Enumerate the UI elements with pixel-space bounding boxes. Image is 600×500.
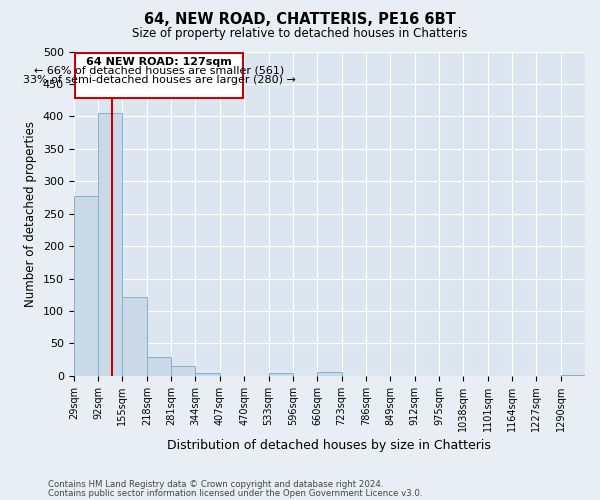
Bar	[75, 53, 244, 98]
Bar	[122, 296, 147, 376]
Text: 33% of semi-detached houses are larger (280) →: 33% of semi-detached houses are larger (…	[23, 75, 296, 85]
Text: Size of property relative to detached houses in Chatteris: Size of property relative to detached ho…	[133, 28, 467, 40]
Bar	[171, 366, 196, 376]
Bar	[74, 196, 98, 376]
Text: 64, NEW ROAD, CHATTERIS, PE16 6BT: 64, NEW ROAD, CHATTERIS, PE16 6BT	[144, 12, 456, 28]
Text: ← 66% of detached houses are smaller (561): ← 66% of detached houses are smaller (56…	[34, 66, 284, 76]
Text: Contains HM Land Registry data © Crown copyright and database right 2024.: Contains HM Land Registry data © Crown c…	[48, 480, 383, 489]
Bar	[147, 357, 171, 376]
X-axis label: Distribution of detached houses by size in Chatteris: Distribution of detached houses by size …	[167, 440, 491, 452]
Text: Contains public sector information licensed under the Open Government Licence v3: Contains public sector information licen…	[48, 490, 422, 498]
Bar	[317, 372, 341, 376]
Bar	[196, 373, 220, 376]
Bar	[560, 375, 585, 376]
Y-axis label: Number of detached properties: Number of detached properties	[25, 120, 37, 306]
Bar	[98, 113, 122, 376]
Bar	[269, 372, 293, 376]
Text: 64 NEW ROAD: 127sqm: 64 NEW ROAD: 127sqm	[86, 56, 232, 66]
